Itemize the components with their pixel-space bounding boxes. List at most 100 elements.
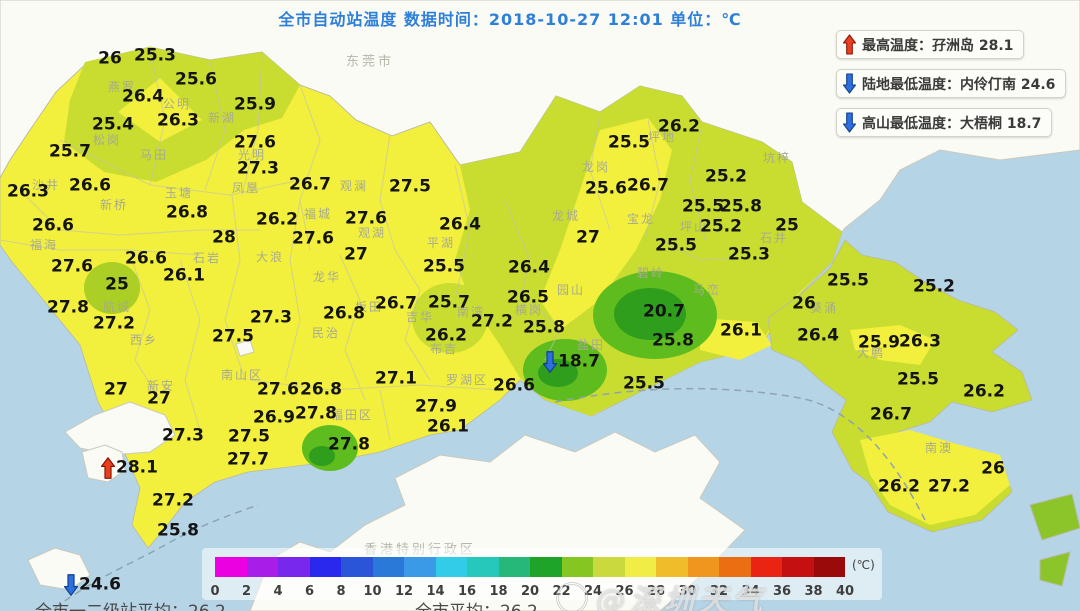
station-temp-label: 27.2 <box>471 311 513 332</box>
colorbar-segment <box>372 557 404 577</box>
station-temp-label: 26.3 <box>899 331 941 352</box>
station-temp-label: 26.3 <box>157 110 199 131</box>
district-label: 沙井 <box>31 178 61 192</box>
temp-down-icon <box>843 112 856 133</box>
colorbar-segment <box>782 557 814 577</box>
station-temp-label: 25.7 <box>49 141 91 162</box>
district-label: 罗湖区 <box>445 373 489 387</box>
colorbar-segment <box>246 557 278 577</box>
station-temp-label: 27.5 <box>389 176 431 197</box>
temp-up-icon <box>843 34 856 55</box>
colorbar-segment <box>341 557 373 577</box>
max-temp-marker: 28.1 <box>101 457 158 480</box>
station-temp-label: 26 <box>792 293 816 314</box>
district-label: 新安 <box>146 379 176 393</box>
district-label: 龙岗 <box>581 160 611 174</box>
colorbar-segment <box>624 557 656 577</box>
station-temp-label: 27.3 <box>250 307 292 328</box>
station-temp-label: 25.5 <box>897 369 939 390</box>
station-temp-label: 25.3 <box>134 45 176 66</box>
station-temp-label: 27.6 <box>234 132 276 153</box>
station-temp-label: 26.7 <box>375 293 417 314</box>
colorbar-tick: 20 <box>520 584 540 599</box>
station-temp-label: 25.2 <box>705 166 747 187</box>
station-temp-label: 27.3 <box>162 425 204 446</box>
station-temp-label: 26.2 <box>425 325 467 346</box>
temp-down-icon <box>543 351 557 374</box>
colorbar-tick: 32 <box>709 584 729 599</box>
district-label: 新桥 <box>99 198 129 212</box>
station-temp-label: 25.9 <box>234 94 276 115</box>
watermark: @深圳天气 <box>556 576 766 611</box>
district-label: 龙华 <box>312 270 342 284</box>
district-label: 马田 <box>139 148 169 162</box>
station-temp-label: 25.8 <box>720 196 762 217</box>
station-temp-label: 26.2 <box>878 476 920 497</box>
station-temp-label: 25.5 <box>655 235 697 256</box>
district-label: 玉塘 <box>164 186 194 200</box>
station-temp-label: 27.8 <box>328 434 370 455</box>
station-temp-label: 26 <box>981 458 1005 479</box>
station-temp-label: 26.2 <box>963 381 1005 402</box>
colorbar-tick: 34 <box>741 584 760 599</box>
colorbar-tick: 36 <box>772 584 792 599</box>
colorbar-tick: 8 <box>336 584 346 599</box>
station-temp-label: 25.8 <box>523 317 565 338</box>
marker-temp-value: 24.6 <box>79 574 121 595</box>
colorbar-tick: 0 <box>210 584 220 599</box>
station-temp-label: 20.7 <box>643 301 685 322</box>
district-borders <box>0 49 741 441</box>
district-label: 观湖 <box>357 226 387 240</box>
district-label: 公明 <box>162 97 192 111</box>
min-temp-marker: 18.7 <box>543 351 600 374</box>
district-label: 坪地 <box>647 130 677 144</box>
colorbar-segment <box>404 557 436 577</box>
station-temp-label: 26.4 <box>122 86 164 107</box>
boundary-dashed-west <box>54 504 259 609</box>
station-temp-label: 25.2 <box>700 216 742 237</box>
legend-land-min-temp: 陆地最低温度：内伶仃南 24.6 <box>836 69 1067 98</box>
colorbar-segment <box>215 557 247 577</box>
district-label: 大浪 <box>255 250 285 264</box>
legend-land-min-temp-label: 陆地最低温度：内伶仃南 24.6 <box>862 76 1056 93</box>
colorbar-tick: 10 <box>363 584 382 599</box>
station-temp-label: 25.5 <box>623 373 665 394</box>
station-temp-label: 27.6 <box>51 256 93 277</box>
district-label: 龙城 <box>551 209 581 223</box>
marker-temp-value: 18.7 <box>558 351 600 372</box>
colorbar-segment <box>498 557 530 577</box>
dapeng-yellow-north <box>850 325 935 365</box>
colorbar-tick: 14 <box>426 584 445 599</box>
station-temp-label: 26.6 <box>69 175 111 196</box>
colorbar-tick: 40 <box>835 584 855 599</box>
station-temp-label: 25 <box>775 215 799 236</box>
station-temp-label: 27.3 <box>237 158 279 179</box>
colorbar-segment <box>593 557 625 577</box>
colorbar-tick: 6 <box>304 584 315 599</box>
station-temp-label: 26.3 <box>7 181 49 202</box>
colorbar-tick: 26 <box>615 584 634 599</box>
station-temp-label: 26.8 <box>323 303 365 324</box>
maluan-green-inner <box>614 288 686 340</box>
station-temp-label: 27.6 <box>257 379 299 400</box>
island-small <box>235 339 255 357</box>
district-label: 葵涌 <box>809 301 839 315</box>
district-label: 石井 <box>759 231 789 245</box>
district-label: 福田区 <box>330 408 374 422</box>
station-temp-label: 27.1 <box>375 368 417 389</box>
district-label: 马峦 <box>692 283 722 297</box>
legend-mountain-min-temp-label: 高山最低温度：大梧桐 18.7 <box>862 115 1042 132</box>
station-temp-label: 27.8 <box>47 297 89 318</box>
colorbar-segment <box>561 557 593 577</box>
station-temp-label: 27.7 <box>227 449 269 470</box>
station-temp-label: 26.9 <box>253 407 295 428</box>
dapeng-yellow-south <box>860 430 1010 525</box>
station-temp-label: 27.2 <box>928 476 970 497</box>
district-label: 观澜 <box>339 179 369 193</box>
hangcheng-cool-blob <box>84 262 140 314</box>
district-label: 航城 <box>102 300 132 314</box>
boundary-dashed-east <box>554 387 926 521</box>
station-temp-label: 27.2 <box>152 490 194 511</box>
district-label: 凤凰 <box>231 181 261 195</box>
